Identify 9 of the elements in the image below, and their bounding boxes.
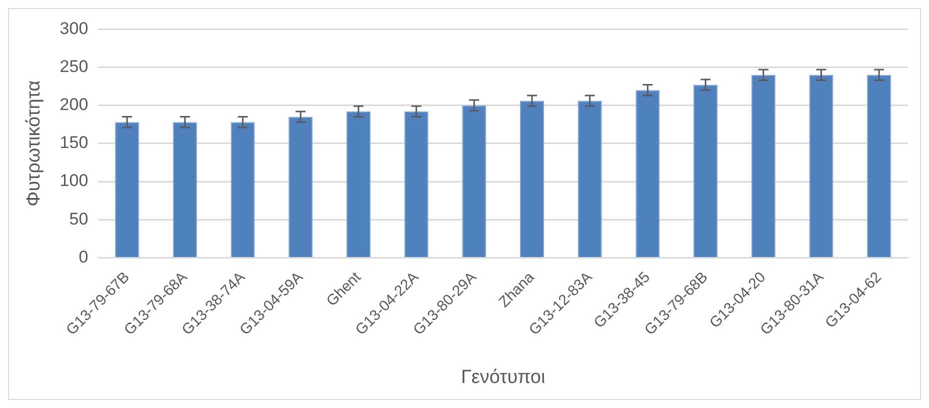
y-tick-label: 100 <box>60 171 88 190</box>
y-tick-label: 200 <box>60 95 88 114</box>
x-axis-title: Γενότυποι <box>460 366 546 388</box>
y-axis-title: Φυτρωτικότητα <box>24 80 45 206</box>
y-tick-label: 300 <box>60 18 88 38</box>
y-tick-label: 0 <box>78 247 88 266</box>
y-tick-label: 250 <box>60 56 88 76</box>
y-tick-label: 150 <box>60 133 88 152</box>
y-tick-label: 50 <box>69 209 88 228</box>
